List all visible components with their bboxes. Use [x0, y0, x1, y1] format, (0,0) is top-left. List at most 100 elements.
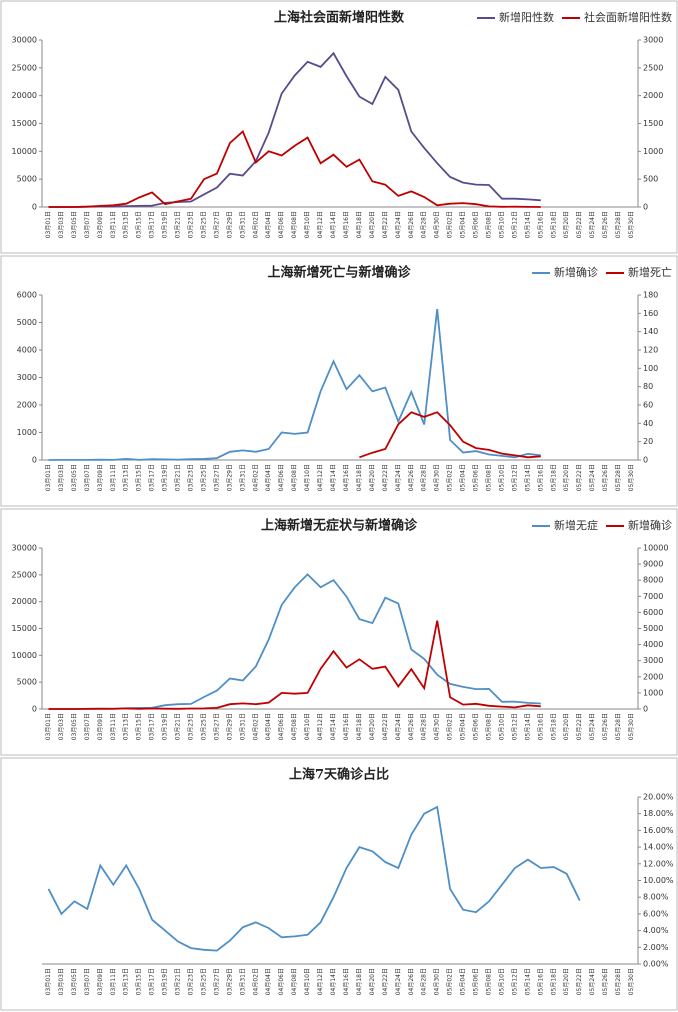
- x-tick-label: 05月12日: [511, 713, 518, 740]
- y2-tick-label: 1500: [643, 119, 663, 128]
- x-tick-label: 04月06日: [278, 211, 285, 238]
- y-tick-label: 15000: [12, 624, 37, 633]
- y2-tick-label: 40: [643, 419, 653, 428]
- x-tick-label: 03月07日: [84, 968, 91, 995]
- x-tick-label: 04月14日: [330, 713, 337, 740]
- series-line: [47, 805, 581, 952]
- x-tick-label: 04月14日: [330, 968, 337, 995]
- y2-tick-label: 2000: [643, 672, 663, 681]
- x-tick-label: 03月09日: [97, 211, 104, 238]
- x-tick-label: 03月31日: [239, 713, 246, 740]
- y-tick-label: 0: [32, 203, 37, 212]
- x-tick-label: 03月05日: [71, 211, 78, 238]
- x-tick-label: 05月04日: [460, 211, 467, 238]
- x-tick-label: 04月16日: [343, 464, 350, 491]
- x-tick-label: 03月25日: [200, 968, 207, 995]
- x-tick-label: 03月13日: [123, 464, 130, 491]
- y-tick-label: 15000: [12, 119, 37, 128]
- x-tick-label: 05月26日: [602, 713, 609, 740]
- chart-title: 上海新增无症状与新增确诊: [261, 518, 418, 534]
- x-tick-label: 04月16日: [343, 211, 350, 238]
- x-tick-label: 05月30日: [628, 464, 635, 491]
- y-tick-label: 5000: [17, 678, 37, 687]
- x-tick-label: 04月04日: [265, 968, 272, 995]
- y2-tick-label: 0.00%: [643, 960, 669, 969]
- y2-tick-label: 20: [643, 437, 653, 446]
- x-tick-label: 04月12日: [317, 211, 324, 238]
- x-tick-label: 04月02日: [252, 464, 259, 491]
- y2-tick-label: 20.00%: [643, 793, 674, 802]
- x-tick-label: 04月30日: [434, 968, 441, 995]
- x-tick-label: 03月07日: [84, 211, 91, 238]
- y2-tick-label: 6.00%: [643, 909, 669, 918]
- x-tick-label: 03月27日: [213, 464, 220, 491]
- x-tick-label: 04月14日: [330, 211, 337, 238]
- x-tick-label: 03月25日: [200, 713, 207, 740]
- x-tick-label: 05月14日: [524, 211, 531, 238]
- x-tick-label: 05月14日: [524, 464, 531, 491]
- x-tick-label: 03月11日: [110, 211, 117, 238]
- y-tick-label: 1000: [17, 428, 37, 437]
- x-tick-label: 03月05日: [71, 464, 78, 491]
- y2-tick-label: 4000: [643, 640, 663, 649]
- x-tick-label: 05月06日: [473, 211, 480, 238]
- x-tick-label: 05月04日: [460, 968, 467, 995]
- panel-border: [0, 0, 678, 254]
- x-tick-label: 05月04日: [460, 464, 467, 491]
- x-tick-label: 04月28日: [421, 211, 428, 238]
- y2-tick-label: 8.00%: [643, 893, 669, 902]
- y2-tick-label: 0: [643, 456, 648, 465]
- x-tick-label: 04月24日: [395, 713, 402, 740]
- x-tick-label: 05月14日: [524, 968, 531, 995]
- x-tick-label: 03月11日: [110, 464, 117, 491]
- x-tick-label: 03月23日: [188, 464, 195, 491]
- x-tick-label: 03月23日: [188, 713, 195, 740]
- x-tick-label: 04月24日: [395, 464, 402, 491]
- y-tick-label: 0: [32, 456, 37, 465]
- x-tick-label: 03月21日: [175, 464, 182, 491]
- legend-label: 新增阳性数: [499, 10, 554, 24]
- x-tick-label: 05月16日: [537, 211, 544, 238]
- x-tick-label: 05月28日: [615, 713, 622, 740]
- x-tick-label: 04月10日: [304, 968, 311, 995]
- y2-tick-label: 1000: [643, 688, 663, 697]
- x-tick-label: 04月06日: [278, 713, 285, 740]
- y2-tick-label: 14.00%: [643, 843, 674, 852]
- x-tick-label: 04月22日: [382, 464, 389, 491]
- y2-tick-label: 500: [643, 175, 658, 184]
- x-tick-label: 04月22日: [382, 211, 389, 238]
- y2-tick-label: 100: [643, 364, 658, 373]
- x-tick-label: 04月28日: [421, 968, 428, 995]
- y2-tick-label: 3000: [643, 656, 663, 665]
- y2-tick-label: 0: [643, 203, 648, 212]
- x-tick-label: 04月10日: [304, 464, 311, 491]
- x-tick-label: 05月08日: [486, 464, 493, 491]
- x-tick-label: 04月26日: [408, 968, 415, 995]
- y2-tick-label: 160: [643, 309, 658, 318]
- x-tick-label: 05月08日: [486, 968, 493, 995]
- x-tick-label: 03月05日: [71, 968, 78, 995]
- y2-tick-label: 8000: [643, 576, 663, 585]
- x-tick-label: 05月18日: [550, 211, 557, 238]
- x-tick-label: 03月25日: [200, 211, 207, 238]
- y2-tick-label: 18.00%: [643, 809, 674, 818]
- y2-tick-label: 0: [643, 705, 648, 714]
- x-tick-label: 05月18日: [550, 464, 557, 491]
- x-tick-label: 05月28日: [615, 211, 622, 238]
- x-tick-label: 05月10日: [498, 968, 505, 995]
- x-tick-label: 04月18日: [356, 713, 363, 740]
- x-tick-label: 05月02日: [447, 464, 454, 491]
- x-tick-label: 05月12日: [511, 464, 518, 491]
- x-tick-label: 03月13日: [123, 211, 130, 238]
- y2-tick-label: 16.00%: [643, 826, 674, 835]
- y-tick-label: 25000: [12, 63, 37, 72]
- x-tick-label: 05月08日: [486, 211, 493, 238]
- x-tick-label: 05月10日: [498, 211, 505, 238]
- y2-tick-label: 6000: [643, 608, 663, 617]
- x-tick-label: 04月22日: [382, 713, 389, 740]
- x-tick-label: 03月23日: [188, 211, 195, 238]
- x-tick-label: 04月06日: [278, 464, 285, 491]
- x-tick-label: 03月23日: [188, 968, 195, 995]
- x-tick-label: 03月17日: [149, 713, 156, 740]
